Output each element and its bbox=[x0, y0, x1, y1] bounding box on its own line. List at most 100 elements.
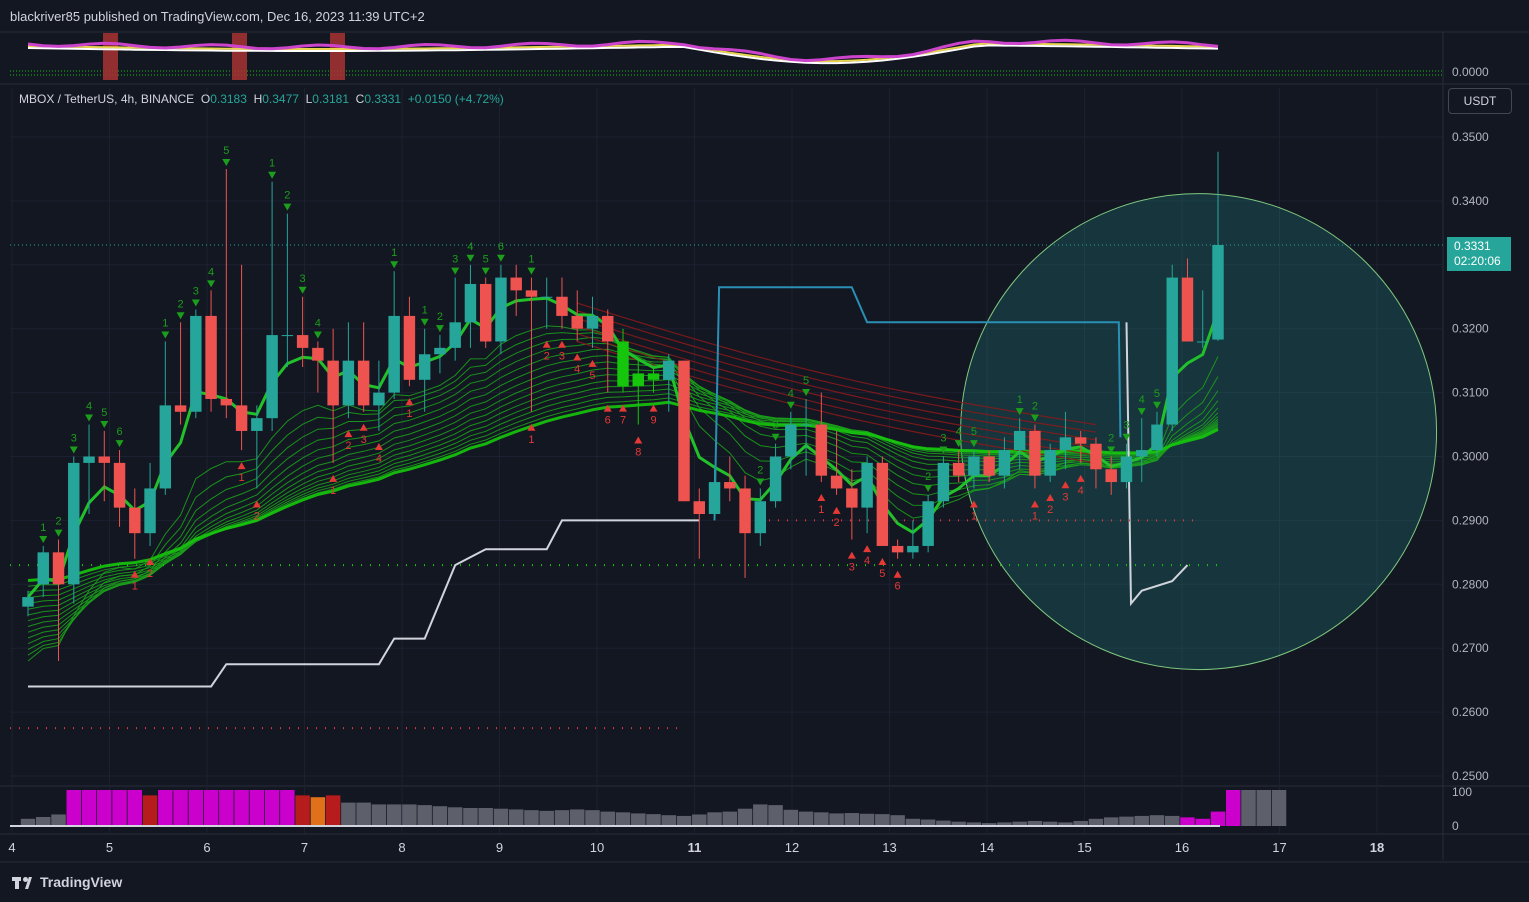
red-ribbon-line bbox=[577, 302, 1096, 426]
td-sell-arrow bbox=[1107, 446, 1116, 454]
histogram-bar bbox=[692, 814, 707, 826]
candle-body bbox=[129, 507, 141, 534]
candle-body bbox=[952, 462, 965, 476]
candle-body bbox=[1059, 437, 1072, 451]
td-sell-arrow bbox=[191, 299, 200, 307]
td-sell-arrow bbox=[54, 529, 63, 537]
histogram-bar bbox=[554, 810, 570, 826]
td-buy-arrow bbox=[146, 557, 155, 565]
td-sell-arrow bbox=[39, 535, 48, 543]
histogram-bar bbox=[447, 807, 463, 826]
histogram-bar bbox=[890, 815, 905, 826]
candle-body bbox=[495, 277, 507, 342]
candle-body bbox=[1013, 430, 1026, 451]
td-buy-count: 1 bbox=[132, 581, 138, 593]
candle-body bbox=[785, 424, 797, 457]
x-tick-label: 15 bbox=[1077, 840, 1091, 855]
td-buy-arrow bbox=[252, 500, 261, 508]
td-sell-count: 4 bbox=[86, 401, 92, 413]
histogram-bar bbox=[936, 820, 951, 826]
td-buy-arrow bbox=[634, 436, 643, 444]
td-buy-count: 5 bbox=[879, 568, 885, 580]
x-tick-label: 10 bbox=[590, 840, 604, 855]
candle-body bbox=[708, 482, 721, 515]
histogram-bar bbox=[81, 790, 97, 826]
candle-body bbox=[693, 501, 706, 515]
td-buy-arrow bbox=[603, 404, 612, 412]
close-label: C bbox=[355, 92, 365, 106]
td-sell-count: 3 bbox=[71, 433, 77, 445]
y-tick-label: 0.3100 bbox=[1452, 386, 1489, 400]
td-buy-arrow bbox=[1061, 481, 1070, 489]
td-sell-arrow bbox=[756, 478, 765, 486]
td-sell-arrow bbox=[466, 254, 475, 262]
osc-main-line bbox=[27, 38, 1219, 63]
candle-body bbox=[464, 283, 477, 323]
td-sell-arrow bbox=[420, 318, 429, 326]
td-buy-count: 6 bbox=[895, 581, 901, 593]
td-buy-count: 5 bbox=[589, 370, 595, 382]
histogram-bar bbox=[1210, 811, 1226, 826]
td-sell-count: 5 bbox=[223, 145, 229, 157]
high-value: 0.3477 bbox=[262, 92, 299, 106]
td-sell-arrow bbox=[481, 267, 490, 275]
x-tick-label: 17 bbox=[1272, 840, 1286, 855]
td-sell-arrow bbox=[1030, 414, 1039, 422]
td-buy-arrow bbox=[1030, 500, 1039, 508]
td-sell-arrow bbox=[161, 331, 170, 339]
histogram-bar bbox=[142, 795, 158, 826]
trailing-stop-white bbox=[28, 519, 700, 688]
td-sell-count: 1 bbox=[162, 317, 168, 329]
histogram-bar bbox=[966, 822, 982, 826]
td-sell-count: 4 bbox=[315, 317, 321, 329]
td-sell-arrow bbox=[954, 440, 963, 448]
td-sell-count: 5 bbox=[483, 254, 489, 266]
x-tick-label: 18 bbox=[1370, 840, 1384, 855]
time-axis: 4 5 6 7 8 9 10 11 12 13 14 15 16 17 18 bbox=[8, 840, 1384, 855]
td-sell-count: 5 bbox=[101, 407, 107, 419]
histogram-bar bbox=[432, 806, 448, 826]
histogram-bar bbox=[1241, 790, 1256, 826]
candle-body bbox=[510, 277, 522, 291]
td-sell-count: 1 bbox=[528, 254, 534, 266]
currency-button[interactable]: USDT bbox=[1448, 88, 1512, 114]
td-sell-arrow bbox=[115, 440, 124, 448]
td-buy-arrow bbox=[542, 340, 551, 348]
td-buy-arrow bbox=[237, 462, 246, 470]
open-label: O bbox=[200, 92, 211, 106]
td-sell-count: 2 bbox=[1032, 401, 1038, 413]
td-buy-arrow bbox=[344, 430, 353, 438]
histogram-bar bbox=[737, 808, 753, 826]
td-sell-arrow bbox=[496, 254, 505, 262]
td-sell-count: 6 bbox=[498, 241, 504, 253]
histogram-bar bbox=[325, 795, 341, 826]
td-buy-count: 1 bbox=[406, 408, 412, 420]
histogram-bar bbox=[463, 808, 478, 826]
histogram-bar bbox=[173, 790, 188, 826]
trailing-stop-blue bbox=[713, 286, 1122, 521]
td-sell-arrow bbox=[85, 414, 94, 422]
histogram-bar bbox=[661, 815, 677, 826]
td-sell-arrow bbox=[802, 388, 811, 396]
td-sell-arrow bbox=[924, 484, 933, 492]
td-sell-arrow bbox=[1137, 408, 1146, 416]
candle-body bbox=[235, 405, 248, 431]
x-tick-label: 7 bbox=[301, 840, 308, 855]
histogram-bar bbox=[981, 823, 997, 826]
td-buy-count: 1 bbox=[330, 485, 336, 497]
candle-body bbox=[1074, 437, 1087, 444]
histogram-bar bbox=[371, 804, 387, 826]
trailing-stop-white-2 bbox=[1125, 322, 1189, 607]
histogram-bar bbox=[295, 795, 310, 826]
candle-body bbox=[327, 360, 339, 406]
histogram-bar bbox=[905, 818, 921, 826]
tradingview-logo[interactable]: TradingView bbox=[12, 874, 122, 890]
histogram-bar bbox=[1042, 821, 1058, 826]
osc-signal-bar bbox=[103, 33, 118, 80]
histogram-bar bbox=[1195, 818, 1210, 826]
y-tick-label: 0.2800 bbox=[1452, 577, 1489, 591]
candle-body bbox=[144, 488, 156, 534]
td-buy-arrow bbox=[359, 423, 368, 431]
td-buy-arrow bbox=[847, 551, 856, 559]
